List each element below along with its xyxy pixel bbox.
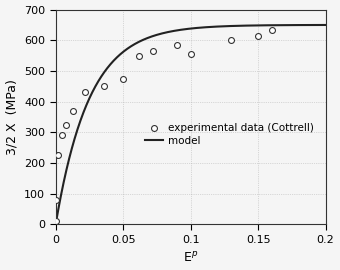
experimental data (Cottrell): [70, 109, 76, 113]
experimental data (Cottrell): [269, 27, 274, 32]
model: [324, 23, 328, 26]
experimental data (Cottrell): [53, 198, 58, 202]
model: [269, 23, 273, 27]
experimental data (Cottrell): [255, 33, 261, 38]
experimental data (Cottrell): [120, 76, 126, 81]
experimental data (Cottrell): [188, 52, 193, 56]
X-axis label: E$^{p}$: E$^{p}$: [183, 251, 198, 264]
model: [264, 24, 268, 27]
Legend: experimental data (Cottrell), model: experimental data (Cottrell), model: [140, 119, 318, 150]
experimental data (Cottrell): [53, 219, 58, 224]
experimental data (Cottrell): [60, 133, 65, 138]
experimental data (Cottrell): [174, 43, 180, 47]
experimental data (Cottrell): [83, 90, 88, 94]
model: [239, 24, 243, 27]
experimental data (Cottrell): [150, 49, 155, 53]
model: [54, 223, 58, 226]
Line: model: model: [56, 25, 326, 224]
experimental data (Cottrell): [64, 123, 69, 127]
Y-axis label: 3/2 X  (MPa): 3/2 X (MPa): [5, 79, 19, 155]
experimental data (Cottrell): [56, 153, 61, 158]
model: [172, 29, 176, 32]
experimental data (Cottrell): [228, 38, 234, 42]
model: [163, 31, 167, 34]
experimental data (Cottrell): [137, 53, 142, 58]
experimental data (Cottrell): [54, 153, 60, 158]
experimental data (Cottrell): [102, 84, 107, 89]
model: [81, 112, 85, 115]
